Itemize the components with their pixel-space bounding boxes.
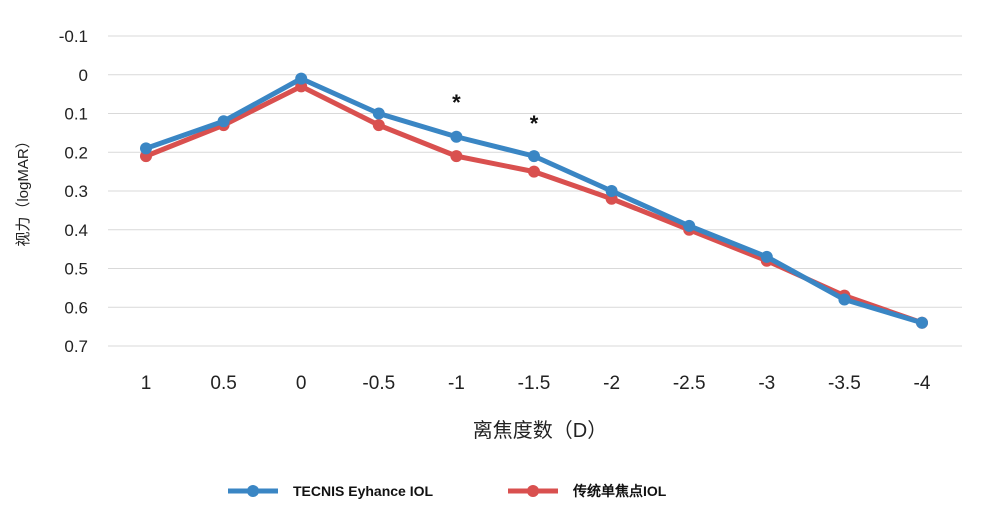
x-tick-label: 1 (141, 373, 152, 394)
x-tick-label: -0.5 (362, 373, 395, 394)
x-axis-ticks: 1 0.5 0 -0.5 -1 -1.5 -2 -2.5 -3 -3.5 -4 (141, 373, 931, 394)
y-axis-ticks: -0.1 0 0.1 0.2 0.3 0.4 0.5 0.6 0.7 (59, 27, 88, 356)
significance-marker: * (530, 111, 539, 136)
legend-label-tecnis: TECNIS Eyhance IOL (293, 483, 433, 499)
y-tick-label: 0.1 (64, 105, 88, 124)
y-tick-label: 0.5 (64, 260, 88, 279)
grid-lines (108, 35, 962, 347)
data-point[interactable] (450, 130, 463, 143)
x-tick-label: -2.5 (673, 373, 706, 394)
data-point[interactable] (295, 72, 308, 85)
y-tick-label: 0.7 (64, 337, 88, 356)
legend-item-traditional[interactable]: 传统单焦点IOL (508, 483, 667, 499)
annotations: ** (452, 90, 539, 136)
data-point[interactable] (140, 142, 152, 155)
legend-item-tecnis[interactable]: TECNIS Eyhance IOL (228, 483, 433, 499)
x-tick-label: -1.5 (518, 373, 551, 394)
y-tick-label: 0.6 (64, 298, 88, 317)
x-tick-label: -3 (758, 373, 775, 394)
legend: TECNIS Eyhance IOL 传统单焦点IOL (228, 483, 667, 499)
data-point[interactable] (372, 107, 385, 120)
legend-marker-traditional (527, 485, 539, 497)
significance-marker: * (452, 90, 461, 115)
x-tick-label: -2 (603, 373, 620, 394)
data-point[interactable] (605, 185, 618, 197)
data-point[interactable] (683, 219, 696, 232)
x-tick-label: -3.5 (828, 373, 861, 394)
x-tick-label: -4 (914, 373, 931, 394)
legend-label-traditional: 传统单焦点IOL (572, 483, 667, 499)
data-point[interactable] (760, 250, 773, 263)
data-point[interactable] (372, 119, 385, 132)
x-tick-label: 0 (296, 373, 307, 394)
data-point[interactable] (528, 165, 540, 178)
x-axis-label: 离焦度数（D） (473, 419, 607, 442)
x-tick-label: -1 (448, 373, 465, 394)
legend-marker-tecnis (247, 485, 259, 497)
y-tick-label: -0.1 (59, 27, 88, 46)
series-0 (140, 72, 928, 329)
data-point[interactable] (217, 115, 230, 128)
data-point[interactable] (450, 150, 463, 163)
y-tick-label: 0.4 (64, 221, 88, 240)
series-lines (140, 72, 928, 329)
y-tick-label: 0.3 (64, 182, 88, 201)
data-point[interactable] (916, 316, 928, 329)
y-tick-label: 0.2 (64, 143, 88, 162)
data-point[interactable] (528, 150, 540, 163)
y-axis-label: 视力（logMAR） (15, 133, 32, 246)
data-point[interactable] (838, 293, 851, 306)
y-tick-label: 0 (79, 66, 88, 85)
x-tick-label: 0.5 (210, 373, 236, 394)
